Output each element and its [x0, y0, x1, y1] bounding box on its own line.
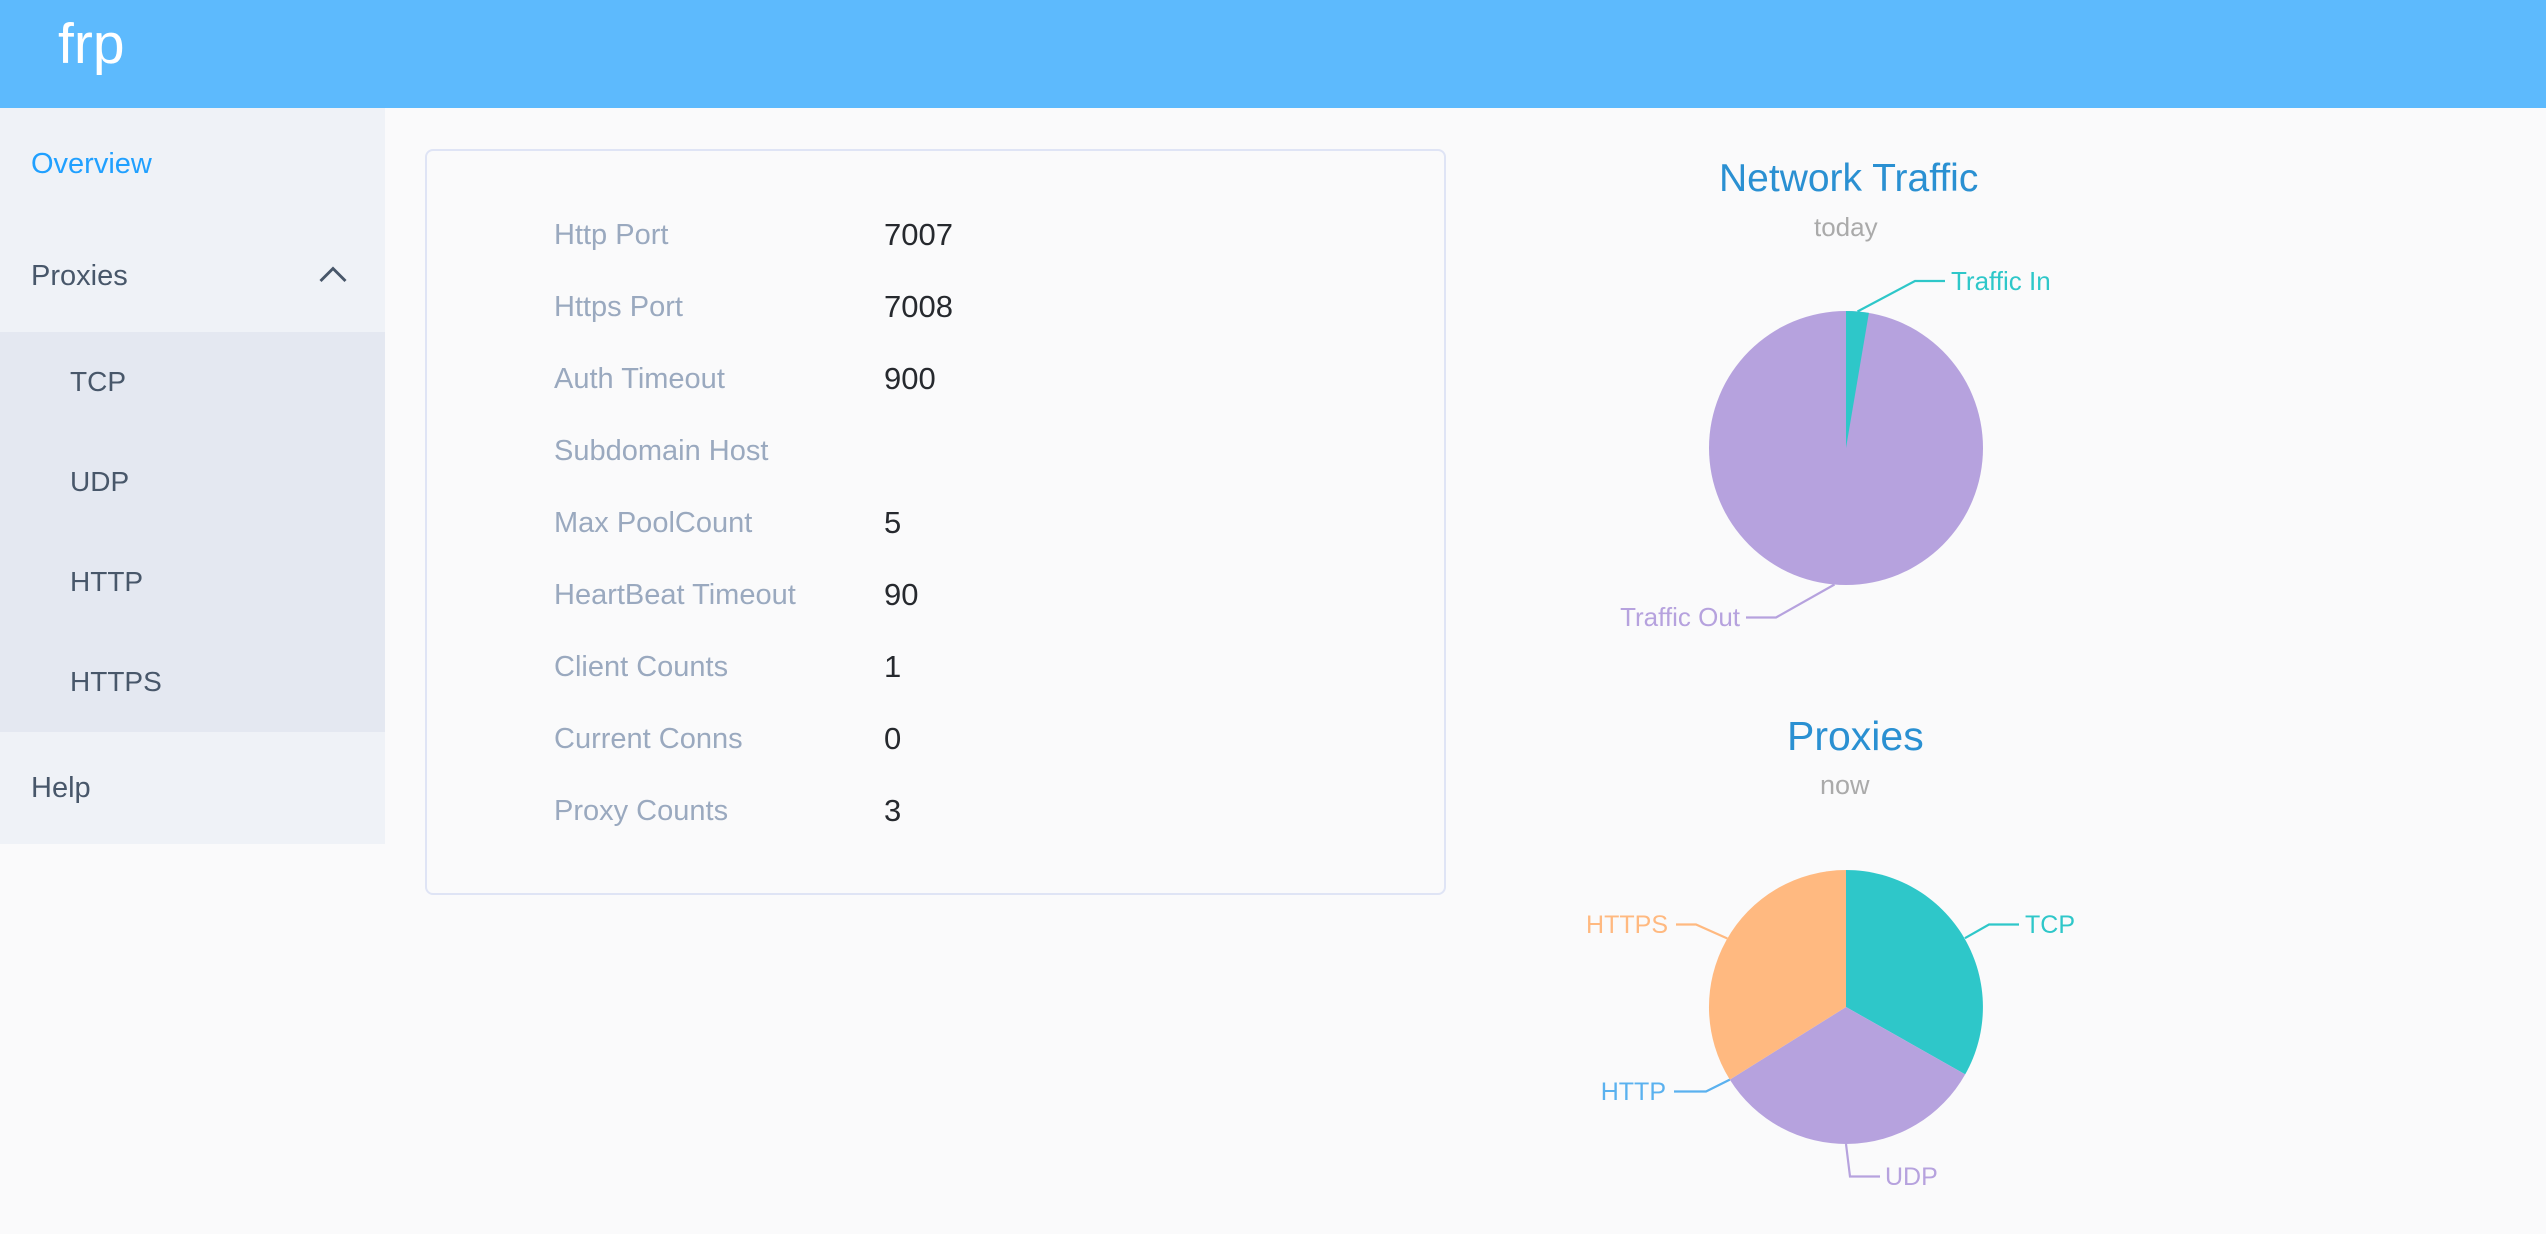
- svg-text:Traffic In: Traffic In: [1951, 266, 2051, 296]
- svg-text:UDP: UDP: [1885, 1163, 1938, 1191]
- svg-text:TCP: TCP: [2025, 911, 2075, 939]
- svg-text:Proxies: Proxies: [1787, 713, 1924, 759]
- svg-text:Network Traffic: Network Traffic: [1719, 157, 1978, 200]
- svg-text:today: today: [1814, 212, 1878, 242]
- svg-text:HTTP: HTTP: [1601, 1078, 1666, 1106]
- svg-text:Traffic Out: Traffic Out: [1620, 602, 1741, 632]
- svg-text:now: now: [1820, 770, 1870, 800]
- svg-text:HTTPS: HTTPS: [1586, 911, 1668, 939]
